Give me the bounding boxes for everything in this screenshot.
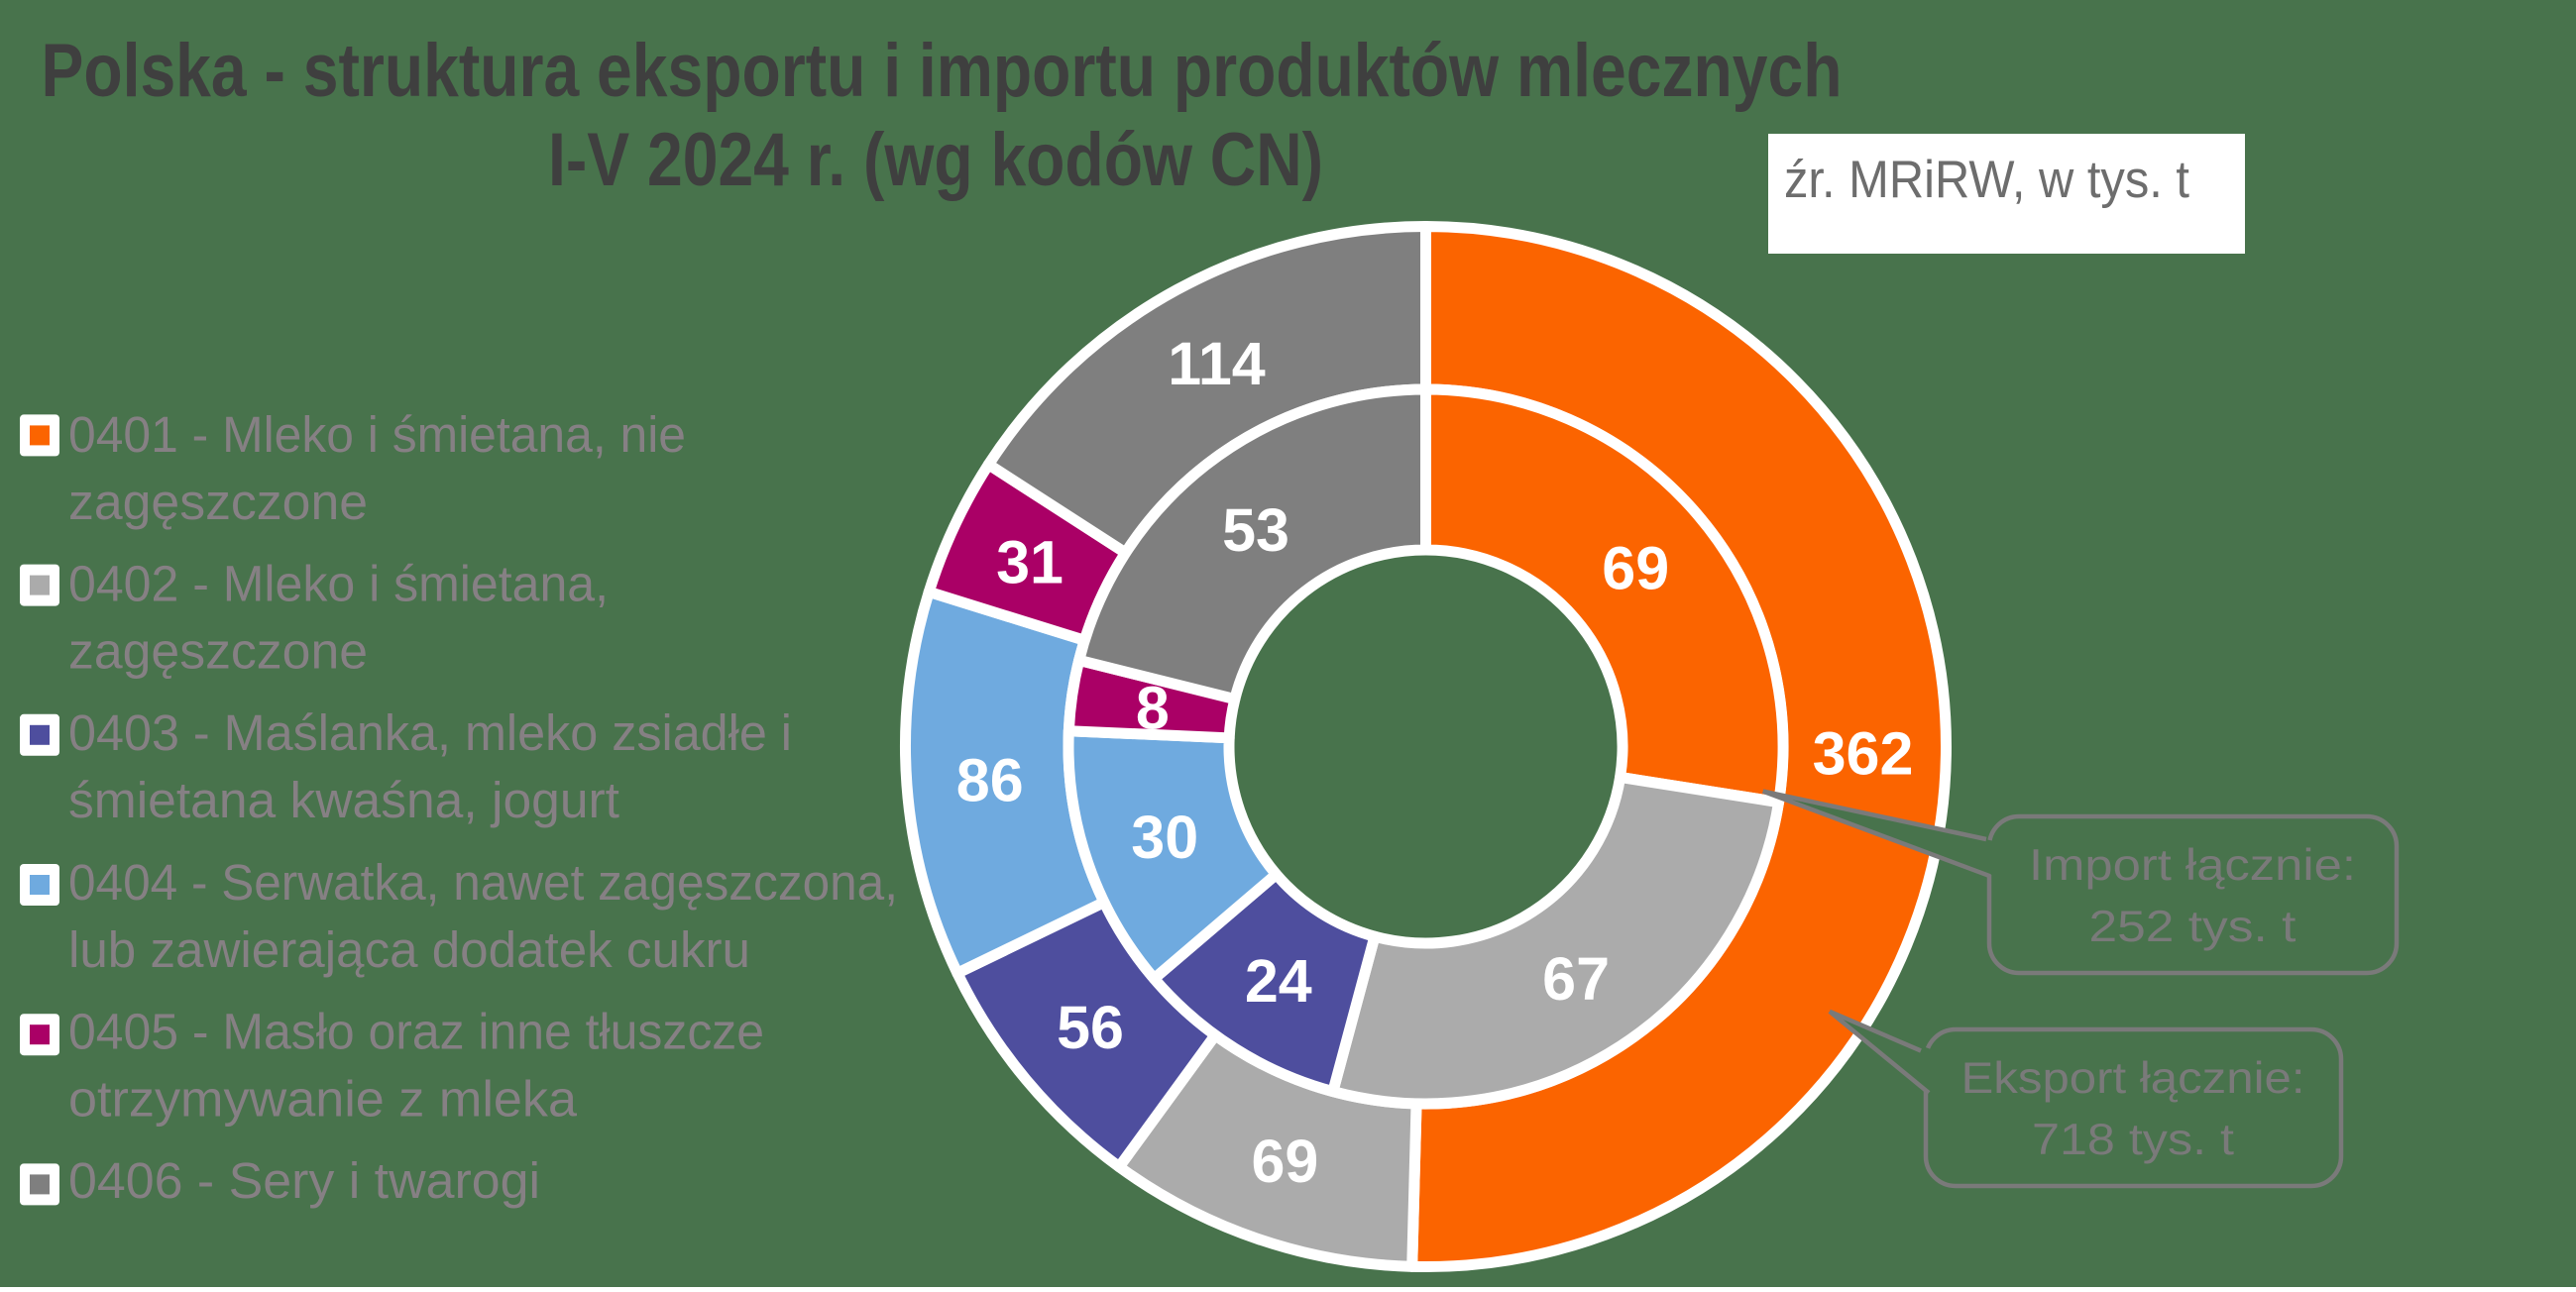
svg-text:otrzymywanie z mleka: otrzymywanie z mleka — [68, 1070, 578, 1127]
svg-text:źr. MRiRW, w tys. t: źr. MRiRW, w tys. t — [1784, 151, 2189, 209]
svg-text:zagęszczone: zagęszczone — [68, 474, 368, 530]
svg-text:0404 - Serwatka, nawet zagęszc: 0404 - Serwatka, nawet zagęszczona, — [68, 854, 898, 911]
svg-text:śmietana kwaśna, jogurt: śmietana kwaśna, jogurt — [68, 772, 619, 828]
svg-text:24: 24 — [1245, 947, 1312, 1015]
svg-text:114: 114 — [1168, 330, 1265, 397]
svg-text:53: 53 — [1222, 496, 1289, 564]
svg-text:Import łącznie:: Import łącznie: — [2029, 841, 2356, 890]
svg-text:0402 - Mleko i śmietana,: 0402 - Mleko i śmietana, — [68, 556, 609, 612]
svg-text:0405 - Masło oraz inne tłuszcz: 0405 - Masło oraz inne tłuszcze — [68, 1003, 764, 1059]
svg-text:zagęszczone: zagęszczone — [68, 623, 368, 680]
svg-text:86: 86 — [956, 746, 1024, 813]
svg-text:56: 56 — [1057, 994, 1124, 1061]
svg-text:0401 - Mleko i śmietana, nie: 0401 - Mleko i śmietana, nie — [68, 406, 686, 463]
svg-text:67: 67 — [1542, 945, 1610, 1013]
svg-text:69: 69 — [1251, 1128, 1318, 1195]
svg-text:lub zawierająca dodatek cukru: lub zawierająca dodatek cukru — [68, 921, 750, 978]
svg-text:8: 8 — [1136, 675, 1170, 742]
svg-text:0406 - Sery i twarogi: 0406 - Sery i twarogi — [68, 1152, 540, 1209]
svg-text:69: 69 — [1602, 535, 1669, 602]
svg-text:I-V 2024 r. (wg kodów CN): I-V 2024 r. (wg kodów CN) — [548, 118, 1323, 202]
svg-text:31: 31 — [996, 529, 1064, 596]
svg-text:Polska - struktura eksportu i: Polska - struktura eksportu i importu pr… — [42, 29, 1843, 113]
svg-text:362: 362 — [1813, 719, 1914, 787]
svg-text:Eksport łącznie:: Eksport łącznie: — [1961, 1054, 2305, 1103]
svg-text:30: 30 — [1131, 804, 1198, 871]
svg-text:0403 - Maślanka, mleko zsiadłe: 0403 - Maślanka, mleko zsiadłe i — [68, 704, 792, 761]
svg-text:252 tys. t: 252 tys. t — [2089, 903, 2297, 951]
svg-text:718 tys. t: 718 tys. t — [2032, 1116, 2235, 1164]
